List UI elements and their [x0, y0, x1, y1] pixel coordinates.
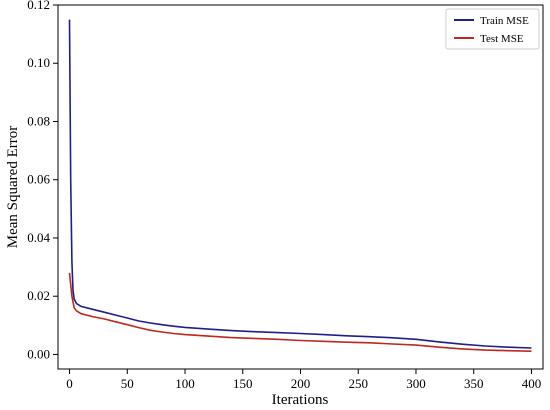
series-line-test [68, 272, 532, 352]
series-layer [68, 19, 532, 352]
y-tick-label: 0.08 [27, 113, 50, 128]
y-axis-ticks: 0.00 0.02 0.04 0.06 0.08 0.10 0.12 [27, 0, 58, 361]
x-tick-label: 200 [291, 376, 311, 391]
plot-frame [57, 4, 544, 370]
y-axis-title: Mean Squared Error [5, 126, 21, 248]
x-tick-label: 100 [175, 376, 195, 391]
x-tick-label: 300 [406, 376, 426, 391]
x-axis-title: Iterations [272, 392, 329, 408]
y-tick-label: 0.00 [27, 346, 50, 361]
x-tick-label: 350 [464, 376, 484, 391]
x-tick-label: 150 [233, 376, 253, 391]
x-tick-label: 0 [66, 376, 73, 391]
x-axis-ticks: 0 50 100 150 200 250 300 350 400 [66, 369, 541, 391]
y-tick-label: 0.06 [27, 172, 50, 187]
x-tick-label: 50 [121, 376, 134, 391]
x-tick-label: 250 [348, 376, 368, 391]
legend: Train MSE Test MSE [445, 8, 540, 50]
y-tick-label: 0.12 [27, 0, 50, 12]
legend-label-test: Test MSE [480, 33, 524, 45]
y-tick-label: 0.04 [27, 230, 50, 245]
y-tick-label: 0.10 [27, 55, 50, 70]
y-tick-label: 0.02 [27, 288, 50, 303]
series-line-train [68, 19, 532, 349]
legend-label-train: Train MSE [480, 15, 529, 27]
x-tick-label: 400 [522, 376, 542, 391]
